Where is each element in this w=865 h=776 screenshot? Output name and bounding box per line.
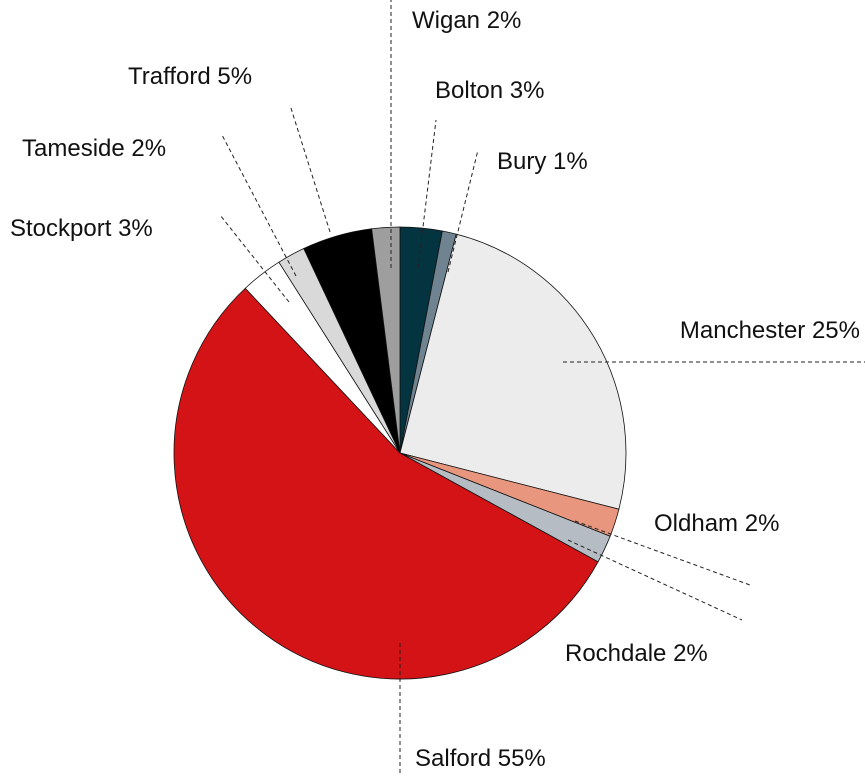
slice-name: Oldham (654, 510, 738, 537)
leader-line (221, 134, 297, 277)
leader-line (219, 214, 290, 303)
slice-value: 55% (498, 745, 546, 772)
slice-value: 3% (118, 215, 153, 242)
slice-name: Bury (497, 148, 546, 175)
slice-name: Rochdale (565, 640, 666, 667)
pie-slice (173, 287, 599, 680)
slice-value: 2% (673, 640, 708, 667)
slice-name: Trafford (128, 63, 211, 90)
slice-label: Manchester 25% (680, 317, 860, 344)
slice-label: Salford 55% (415, 745, 546, 772)
slice-label: Oldham 2% (654, 510, 779, 537)
slice-value: 3% (510, 77, 545, 104)
slice-label: Wigan 2% (412, 7, 521, 34)
slice-value: 5% (217, 63, 252, 90)
slice-label: Trafford 5% (128, 63, 252, 90)
slice-label: Tameside 2% (22, 135, 166, 162)
slice-name: Tameside (22, 135, 125, 162)
leader-line (417, 119, 437, 269)
slice-label: Bury 1% (497, 148, 588, 175)
slice-value: 25% (812, 317, 860, 344)
leader-line (574, 520, 751, 586)
slice-name: Wigan (412, 7, 480, 34)
pie-slice (371, 226, 401, 454)
slice-value: 1% (553, 148, 588, 175)
leader-line (289, 104, 331, 233)
slice-name: Stockport (10, 215, 112, 242)
slice-label: Bolton 3% (435, 77, 544, 104)
slice-name: Bolton (435, 77, 503, 104)
slice-name: Manchester (680, 317, 805, 344)
slice-name: Salford (415, 745, 491, 772)
leader-line (567, 539, 743, 621)
slice-value: 2% (131, 135, 166, 162)
slice-label: Rochdale 2% (565, 640, 708, 667)
slice-label: Stockport 3% (10, 215, 153, 242)
slice-value: 2% (745, 510, 780, 537)
pie-slice (399, 233, 627, 510)
slice-value: 2% (487, 7, 522, 34)
